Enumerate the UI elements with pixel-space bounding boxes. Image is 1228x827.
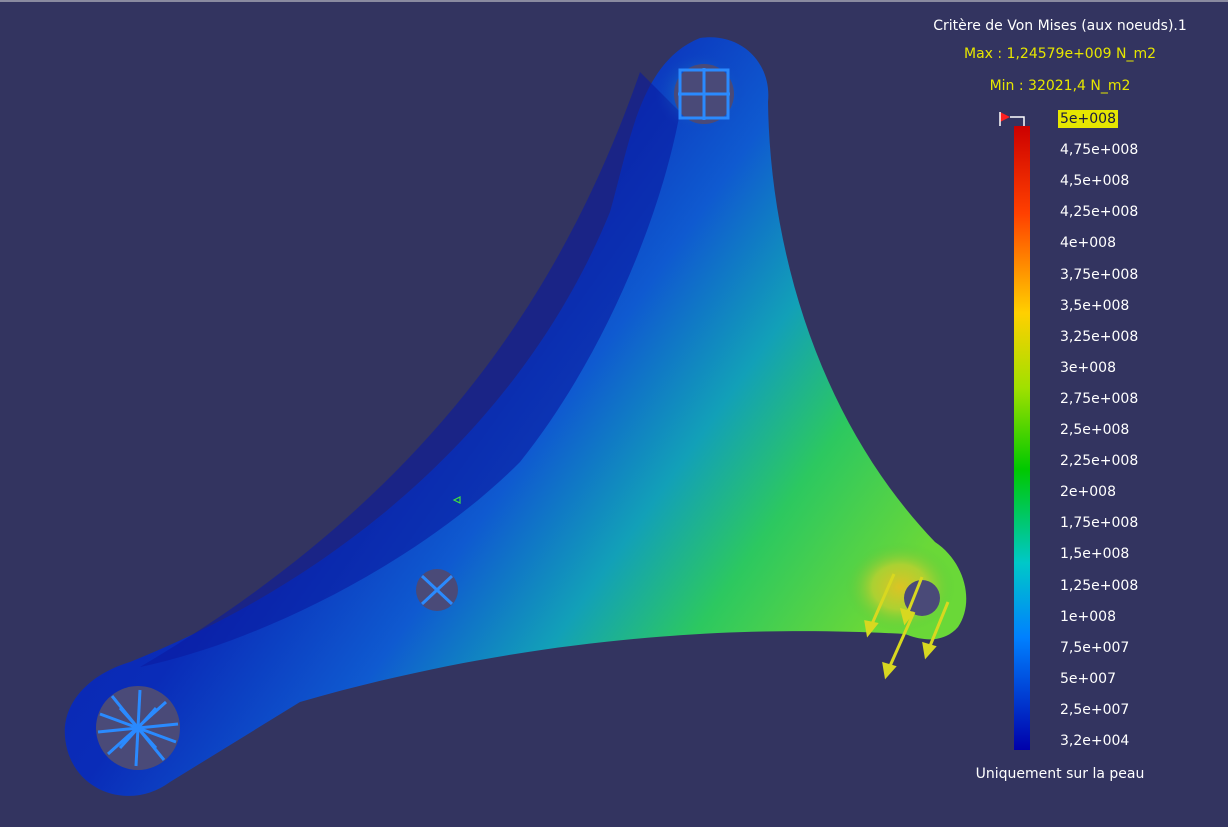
legend-tick-label: 3,75e+008 (1060, 266, 1139, 283)
legend-tick-label: 2,5e+008 (1060, 422, 1130, 438)
legend-tick-label: 2,5e+007 (1060, 701, 1130, 718)
legend-tick-label: 2,75e+008 (1060, 390, 1139, 407)
origin-marker (452, 496, 461, 504)
legend-tick-label: 1e+008 (1060, 608, 1116, 625)
legend-title: Critère de Von Mises (aux noeuds).1 (933, 18, 1187, 34)
legend-flag-icon[interactable] (998, 110, 1028, 128)
legend-tick-label: 3,2e+004 (1060, 733, 1130, 749)
legend-tick-label: 4,25e+008 (1060, 204, 1139, 221)
legend-tick-label: 1,5e+008 (1060, 546, 1130, 563)
low-stress-region (140, 72, 680, 667)
legend-tick-label: 7,5e+007 (1060, 639, 1130, 656)
legend-tick-label: 5e+008 (1058, 110, 1118, 128)
load-arrows[interactable] (864, 573, 950, 680)
hole-right[interactable] (904, 580, 940, 616)
legend-tick-label: 3e+008 (1060, 359, 1116, 376)
restraint-symbol-middle[interactable] (420, 574, 454, 606)
legend-tick-label: 2,25e+008 (1060, 453, 1139, 470)
hot-spot (845, 542, 955, 632)
legend-tick-label: 3,5e+008 (1060, 297, 1130, 314)
legend-tick-label: 5e+007 (1060, 670, 1116, 687)
restraint-symbol-bottom-left[interactable] (97, 689, 179, 767)
legend-tick-label: 4e+008 (1060, 235, 1116, 252)
legend-tick-label: 2e+008 (1060, 484, 1116, 501)
restraint-symbol-top[interactable] (678, 68, 730, 120)
legend-tick-label: 4,5e+008 (1060, 173, 1130, 190)
legend-tick-label: 1,75e+008 (1060, 515, 1139, 532)
legend-tick-label: 3,25e+008 (1060, 328, 1139, 345)
legend-tick-label: 4,75e+008 (1060, 142, 1139, 159)
legend-max: Max : 1,24579e+009 N_m2 (964, 46, 1156, 62)
legend-color-bar[interactable] (1014, 126, 1030, 750)
legend-footer: Uniquement sur la peau (975, 766, 1145, 782)
legend-min: Min : 32021,4 N_m2 (989, 78, 1131, 94)
legend-tick-label: 1,25e+008 (1060, 577, 1139, 594)
